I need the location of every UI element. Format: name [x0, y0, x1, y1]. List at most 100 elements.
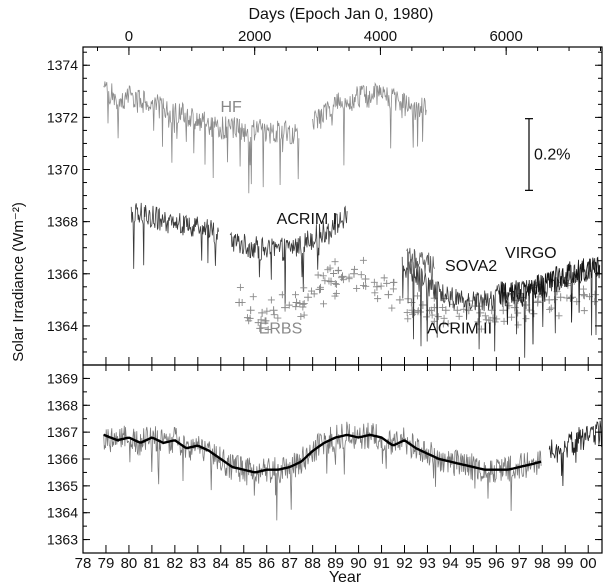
- erbs-marker: [314, 271, 322, 279]
- series-hf: [103, 81, 300, 194]
- y-tick-label: 1368: [47, 214, 78, 230]
- x-tick-label: 78: [75, 555, 92, 572]
- erbs-marker: [350, 265, 358, 273]
- series-line: [103, 81, 300, 194]
- erbs-marker: [332, 289, 340, 297]
- series-hf: [312, 81, 427, 166]
- x-tick-label: 79: [98, 555, 115, 572]
- x-tick-label: 89: [327, 555, 344, 572]
- erbs-marker: [261, 317, 269, 325]
- erbs-marker: [308, 287, 316, 295]
- erbs-marker: [332, 280, 340, 288]
- y-tick-label: 1374: [47, 57, 78, 73]
- erbs-marker: [292, 291, 300, 299]
- x-tick-label: 95: [465, 555, 482, 572]
- erbs-point: [476, 308, 485, 317]
- erbs-marker: [270, 311, 278, 319]
- erbs-point: [361, 274, 370, 283]
- y-tick-label: 1372: [47, 109, 78, 125]
- erbs-marker: [579, 285, 587, 293]
- erbs-point: [246, 306, 255, 315]
- y-tick-label: 1366: [47, 266, 78, 282]
- y-tick-label: 1364: [47, 318, 78, 334]
- x-tick-label: 96: [488, 555, 505, 572]
- series-label-virgo: VIRGO: [505, 245, 557, 262]
- erbs-marker: [236, 283, 244, 291]
- erbs-point: [349, 269, 358, 278]
- y-tick-label: 1363: [47, 532, 78, 548]
- series-erbs: [235, 256, 600, 334]
- x-tick-label: 98: [534, 555, 551, 572]
- erbs-marker: [297, 313, 305, 321]
- x-tick-label: 93: [419, 555, 436, 572]
- erbs-point: [281, 303, 290, 312]
- x-tick-label: 88: [304, 555, 321, 572]
- erbs-marker: [300, 284, 308, 292]
- erbs-marker: [320, 300, 328, 308]
- erbs-marker: [316, 285, 324, 293]
- x-tick-label: 83: [189, 555, 206, 572]
- scale-bar-label: 0.2%: [534, 147, 570, 164]
- erbs-marker: [389, 285, 397, 293]
- top-axis-tick-label: 4000: [364, 28, 397, 45]
- top-panel: 1364 1366 1368 1370 1372 1374 0 2000 4000 6000 0.2…: [47, 28, 603, 366]
- bottom-panel: 1363 1364 1365 1366 1367 1368 1369 78 79 80 81 82 83…: [47, 357, 603, 572]
- erbs-marker: [331, 280, 339, 288]
- erbs-marker: [371, 289, 379, 297]
- erbs-marker: [428, 311, 436, 319]
- series-unnamed-1: [548, 420, 603, 487]
- series-line: [312, 81, 427, 166]
- erbs-marker: [414, 292, 422, 300]
- x-tick-label: 80: [121, 555, 138, 572]
- series-acrim-i: [130, 202, 219, 269]
- y-tick-label: 1368: [47, 397, 78, 413]
- erbs-marker: [380, 274, 388, 282]
- bottom-panel-frame: 1363 1364 1365 1366 1367 1368 1369 78 79 80 81 82 83…: [47, 357, 603, 572]
- erbs-point: [510, 303, 519, 312]
- erbs-marker: [508, 313, 516, 321]
- erbs-marker: [526, 306, 534, 314]
- y-tick-label: 1370: [47, 162, 78, 178]
- erbs-marker: [285, 301, 293, 309]
- series-line: [406, 247, 435, 304]
- erbs-marker: [345, 275, 353, 283]
- series-line: [548, 420, 603, 487]
- erbs-marker: [256, 324, 264, 332]
- top-panel-series-labels: HF ACRIM I ERBS ACRIM II SOVA2 VIRGO: [220, 99, 556, 338]
- x-tick-label: 99: [557, 555, 574, 572]
- x-tick-label: 91: [373, 555, 390, 572]
- erbs-marker: [326, 264, 334, 272]
- erbs-marker: [334, 267, 342, 275]
- erbs-point: [269, 306, 278, 315]
- top-axis-tick-label: 2000: [238, 28, 271, 45]
- x-tick-label: 84: [212, 555, 229, 572]
- erbs-marker: [449, 300, 457, 308]
- bottom-panel-series: [103, 420, 603, 521]
- series-line: [498, 256, 601, 345]
- series-label-erbs: ERBS: [259, 321, 303, 338]
- x-tick-label: 92: [396, 555, 413, 572]
- erbs-marker: [321, 277, 329, 285]
- erbs-marker: [481, 312, 489, 320]
- erbs-marker: [591, 298, 599, 306]
- erbs-marker: [530, 310, 538, 318]
- erbs-marker: [439, 303, 447, 311]
- series-label-acrim-i: ACRIM I: [277, 211, 337, 228]
- erbs-point: [453, 306, 462, 315]
- x-tick-label: 85: [235, 555, 252, 572]
- y-tick-label: 1365: [47, 478, 78, 494]
- erbs-marker: [403, 309, 411, 317]
- erbs-marker: [359, 282, 367, 290]
- series-label-hf: HF: [220, 99, 242, 116]
- erbs-marker: [338, 274, 346, 282]
- erbs-marker: [370, 278, 378, 286]
- erbs-marker: [580, 307, 588, 315]
- erbs-marker: [455, 312, 463, 320]
- erbs-marker: [566, 294, 574, 302]
- erbs-marker: [474, 318, 482, 326]
- erbs-marker: [377, 282, 385, 290]
- erbs-marker: [353, 284, 361, 292]
- erbs-point: [304, 293, 313, 302]
- y-axis-label: Solar Irradiance (Wm⁻²): [10, 202, 27, 362]
- erbs-marker: [249, 293, 257, 301]
